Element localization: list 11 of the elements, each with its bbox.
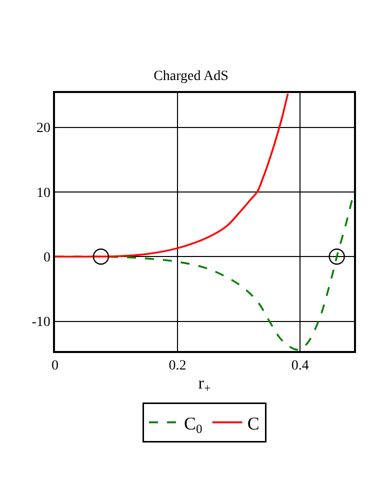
x-tick-label: 0.2 bbox=[168, 358, 186, 374]
x-tick-label: 0.4 bbox=[291, 358, 309, 374]
legend-label: C bbox=[247, 413, 260, 434]
chart-title: Charged AdS bbox=[154, 69, 228, 84]
y-tick-label: 20 bbox=[36, 121, 50, 136]
x-axis-title: r$_{+}$ bbox=[198, 373, 211, 396]
line-series bbox=[55, 93, 289, 258]
legend-label: C$_{0}$ bbox=[184, 413, 202, 436]
y-tick-label: -10 bbox=[32, 315, 50, 330]
y-tick-label: 0 bbox=[43, 250, 50, 266]
y-tick-label: 10 bbox=[36, 186, 50, 201]
